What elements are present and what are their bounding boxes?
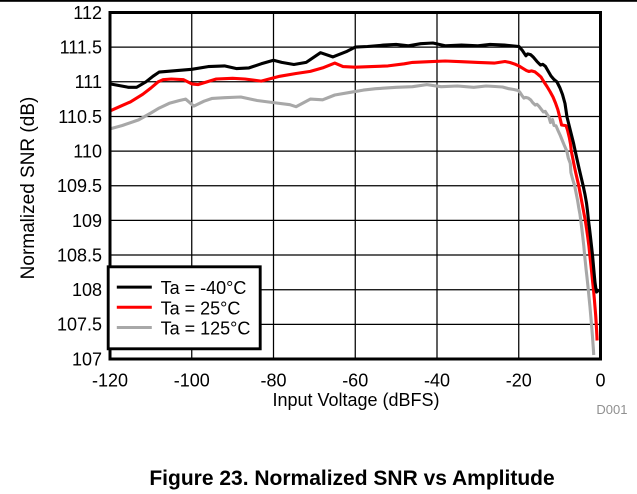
svg-text:Input Voltage (dBFS): Input Voltage (dBFS)	[272, 390, 439, 410]
svg-text:0: 0	[595, 370, 605, 390]
svg-text:109.5: 109.5	[57, 176, 102, 196]
svg-text:107.5: 107.5	[57, 315, 102, 335]
svg-text:110: 110	[73, 142, 102, 162]
svg-text:107: 107	[72, 349, 102, 369]
svg-text:108.5: 108.5	[57, 245, 102, 265]
svg-text:Ta = -40°C: Ta = -40°C	[161, 278, 247, 298]
svg-text:-100: -100	[174, 370, 210, 390]
svg-text:111: 111	[75, 72, 102, 92]
svg-text:-80: -80	[260, 370, 286, 390]
svg-text:112: 112	[73, 3, 102, 23]
svg-text:Normalized SNR (dB): Normalized SNR (dB)	[18, 97, 39, 280]
svg-text:-40: -40	[424, 370, 450, 390]
svg-text:110.5: 110.5	[58, 107, 102, 127]
svg-text:Figure 23. Normalized SNR vs A: Figure 23. Normalized SNR vs Amplitude	[149, 467, 554, 490]
svg-text:Ta = 25°C: Ta = 25°C	[161, 298, 241, 318]
svg-text:D001: D001	[596, 402, 627, 417]
svg-text:111.5: 111.5	[60, 38, 102, 58]
svg-text:-120: -120	[92, 370, 128, 390]
svg-text:Ta = 125°C: Ta = 125°C	[161, 319, 251, 339]
svg-text:108: 108	[72, 280, 102, 300]
svg-text:109: 109	[72, 211, 102, 231]
svg-text:-20: -20	[506, 370, 532, 390]
svg-text:-60: -60	[342, 370, 368, 390]
